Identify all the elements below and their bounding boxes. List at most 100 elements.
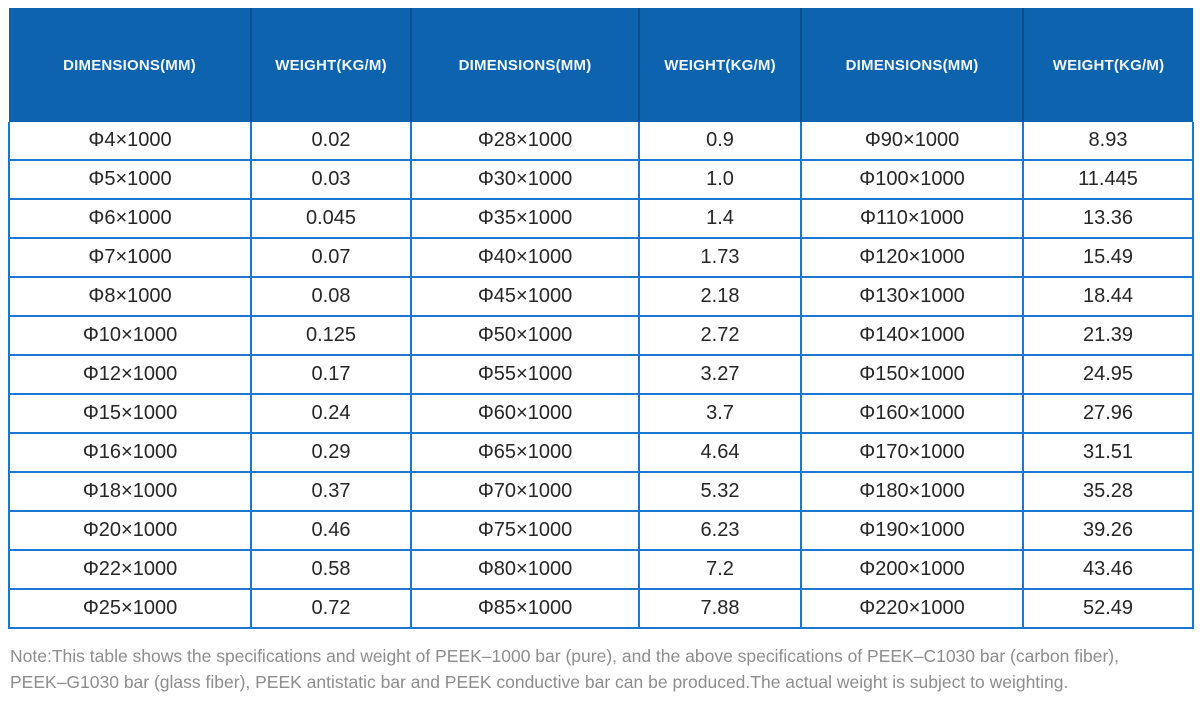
cell-weight: 0.07: [250, 237, 412, 278]
cell-dimensions: Φ70×1000: [410, 471, 640, 512]
cell-dimensions: Φ140×1000: [800, 315, 1024, 356]
cell-dimensions: Φ130×1000: [800, 276, 1024, 317]
cell-dimensions: Φ40×1000: [410, 237, 640, 278]
table-row: Φ16×1000 0.29 Φ65×1000 4.64 Φ170×1000 31.51: [8, 432, 1194, 473]
cell-dimensions: Φ200×1000: [800, 549, 1024, 590]
cell-dimensions: Φ50×1000: [410, 315, 640, 356]
cell-dimensions: Φ22×1000: [8, 549, 252, 590]
cell-weight: 52.49: [1022, 588, 1194, 629]
cell-dimensions: Φ180×1000: [800, 471, 1024, 512]
cell-dimensions: Φ18×1000: [8, 471, 252, 512]
cell-dimensions: Φ12×1000: [8, 354, 252, 395]
cell-weight: 2.72: [638, 315, 802, 356]
table-row: Φ12×1000 0.17 Φ55×1000 3.27 Φ150×1000 24.95: [8, 354, 1194, 395]
cell-weight: 39.26: [1022, 510, 1194, 551]
cell-weight: 4.64: [638, 432, 802, 473]
table-row: Φ25×1000 0.72 Φ85×1000 7.88 Φ220×1000 52.49: [8, 588, 1194, 629]
cell-weight: 0.03: [250, 159, 412, 200]
note-line: PEEK–G1030 bar (glass fiber), PEEK antis…: [10, 672, 1069, 692]
cell-weight: 3.27: [638, 354, 802, 395]
cell-dimensions: Φ7×1000: [8, 237, 252, 278]
table-body: Φ4×1000 0.02 Φ28×1000 0.9 Φ90×1000 8.93 Φ5×100…: [8, 122, 1194, 629]
cell-weight: 3.7: [638, 393, 802, 434]
peek-bar-spec-table: DIMENSIONS(MM) WEIGHT(KG/M) DIMENSIONS(MM)…: [8, 8, 1194, 629]
cell-weight: 13.36: [1022, 198, 1194, 239]
cell-weight: 21.39: [1022, 315, 1194, 356]
cell-dimensions: Φ35×1000: [410, 198, 640, 239]
cell-dimensions: Φ220×1000: [800, 588, 1024, 629]
cell-weight: 0.37: [250, 471, 412, 512]
table-row: Φ15×1000 0.24 Φ60×1000 3.7 Φ160×1000 27.96: [8, 393, 1194, 434]
cell-dimensions: Φ55×1000: [410, 354, 640, 395]
table-row: Φ22×1000 0.58 Φ80×1000 7.2 Φ200×1000 43.46: [8, 549, 1194, 590]
table-header-row: DIMENSIONS(MM) WEIGHT(KG/M) DIMENSIONS(MM)…: [9, 8, 1193, 122]
cell-dimensions: Φ6×1000: [8, 198, 252, 239]
cell-weight: 2.18: [638, 276, 802, 317]
cell-dimensions: Φ30×1000: [410, 159, 640, 200]
cell-dimensions: Φ20×1000: [8, 510, 252, 551]
cell-weight: 43.46: [1022, 549, 1194, 590]
cell-weight: 0.9: [638, 122, 802, 161]
cell-weight: 0.24: [250, 393, 412, 434]
cell-dimensions: Φ85×1000: [410, 588, 640, 629]
cell-dimensions: Φ25×1000: [8, 588, 252, 629]
table-note: Note:This table shows the specifications…: [10, 643, 1194, 695]
cell-weight: 0.045: [250, 198, 412, 239]
cell-weight: 0.17: [250, 354, 412, 395]
cell-dimensions: Φ170×1000: [800, 432, 1024, 473]
table-row: Φ6×1000 0.045 Φ35×1000 1.4 Φ110×1000 13.36: [8, 198, 1194, 239]
table-row: Φ20×1000 0.46 Φ75×1000 6.23 Φ190×1000 39.26: [8, 510, 1194, 551]
cell-dimensions: Φ110×1000: [800, 198, 1024, 239]
cell-dimensions: Φ4×1000: [8, 122, 252, 161]
cell-dimensions: Φ150×1000: [800, 354, 1024, 395]
table-row: Φ5×1000 0.03 Φ30×1000 1.0 Φ100×1000 11.445: [8, 159, 1194, 200]
note-line: Note:This table shows the specifications…: [10, 646, 1119, 666]
cell-dimensions: Φ5×1000: [8, 159, 252, 200]
cell-weight: 35.28: [1022, 471, 1194, 512]
cell-weight: 18.44: [1022, 276, 1194, 317]
cell-weight: 5.32: [638, 471, 802, 512]
cell-weight: 24.95: [1022, 354, 1194, 395]
table-head: DIMENSIONS(MM) WEIGHT(KG/M) DIMENSIONS(MM)…: [9, 8, 1193, 122]
cell-weight: 7.88: [638, 588, 802, 629]
cell-weight: 0.29: [250, 432, 412, 473]
cell-dimensions: Φ10×1000: [8, 315, 252, 356]
cell-dimensions: Φ8×1000: [8, 276, 252, 317]
header-cell-dimensions: DIMENSIONS(MM): [800, 8, 1023, 122]
cell-dimensions: Φ16×1000: [8, 432, 252, 473]
header-cell-weight: WEIGHT(KG/M): [1022, 8, 1193, 122]
cell-weight: 15.49: [1022, 237, 1194, 278]
cell-weight: 7.2: [638, 549, 802, 590]
cell-weight: 0.02: [250, 122, 412, 161]
header-cell-weight: WEIGHT(KG/M): [638, 8, 801, 122]
table-row: Φ4×1000 0.02 Φ28×1000 0.9 Φ90×1000 8.93: [8, 122, 1194, 161]
cell-weight: 6.23: [638, 510, 802, 551]
cell-weight: 0.46: [250, 510, 412, 551]
cell-dimensions: Φ28×1000: [410, 122, 640, 161]
table-row: Φ18×1000 0.37 Φ70×1000 5.32 Φ180×1000 35.28: [8, 471, 1194, 512]
cell-dimensions: Φ100×1000: [800, 159, 1024, 200]
cell-dimensions: Φ15×1000: [8, 393, 252, 434]
cell-dimensions: Φ120×1000: [800, 237, 1024, 278]
cell-dimensions: Φ45×1000: [410, 276, 640, 317]
cell-weight: 1.4: [638, 198, 802, 239]
cell-weight: 0.08: [250, 276, 412, 317]
cell-weight: 0.58: [250, 549, 412, 590]
header-cell-dimensions: DIMENSIONS(MM): [410, 8, 639, 122]
cell-weight: 0.72: [250, 588, 412, 629]
table-row: Φ8×1000 0.08 Φ45×1000 2.18 Φ130×1000 18.44: [8, 276, 1194, 317]
cell-weight: 8.93: [1022, 122, 1194, 161]
header-cell-dimensions: DIMENSIONS(MM): [9, 8, 251, 122]
cell-weight: 1.73: [638, 237, 802, 278]
cell-dimensions: Φ190×1000: [800, 510, 1024, 551]
cell-weight: 11.445: [1022, 159, 1194, 200]
cell-weight: 0.125: [250, 315, 412, 356]
cell-dimensions: Φ80×1000: [410, 549, 640, 590]
cell-dimensions: Φ65×1000: [410, 432, 640, 473]
cell-dimensions: Φ60×1000: [410, 393, 640, 434]
cell-dimensions: Φ160×1000: [800, 393, 1024, 434]
cell-dimensions: Φ75×1000: [410, 510, 640, 551]
header-cell-weight: WEIGHT(KG/M): [250, 8, 411, 122]
cell-weight: 31.51: [1022, 432, 1194, 473]
